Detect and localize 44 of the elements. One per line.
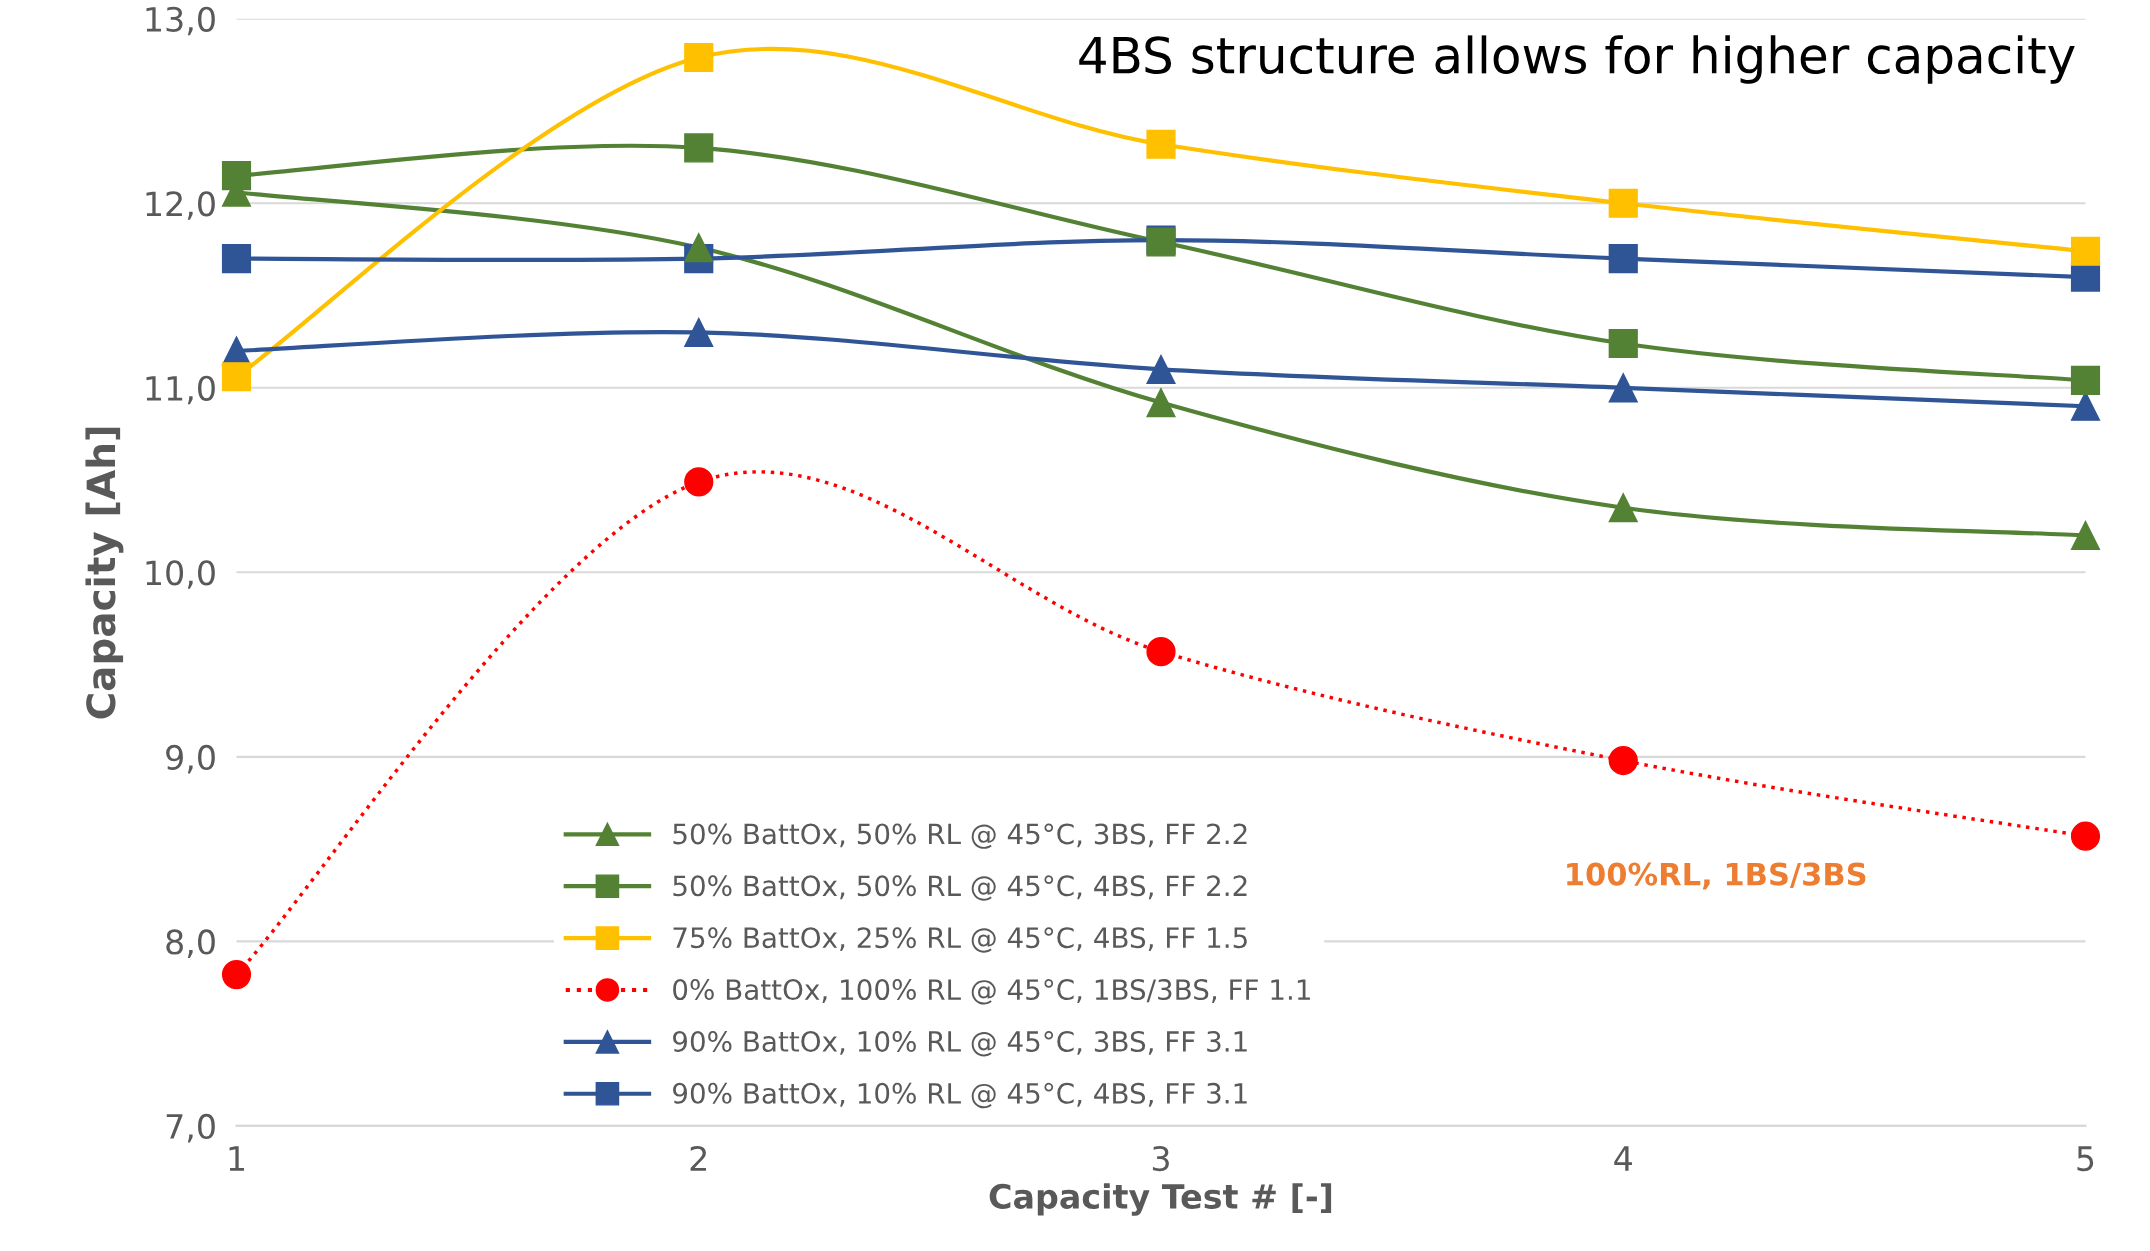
legend-label: 90% BattOx, 10% RL @ 45°C, 4BS, FF 3.1 (673, 1082, 1247, 1109)
point (2070, 821, 2101, 851)
point (684, 133, 714, 163)
x-tick-label: 4 (1614, 1146, 1632, 1171)
point (221, 244, 252, 274)
legend-label: 0% BattOx, 100% RL @ 45°C, 1BS/3BS, FF 1.1 (673, 979, 1310, 1005)
y-tick-label: 10,0 (146, 560, 215, 589)
point (2070, 236, 2101, 266)
y-axis-title: Capacity [Ah] (85, 427, 124, 719)
legend-label: 50% BattOx, 50% RL @ 45°C, 3BS, FF 2.2 (673, 823, 1247, 849)
point (1146, 387, 1176, 418)
legend-label: 75% BattOx, 25% RL @ 45°C, 4BS, FF 1.5 (673, 927, 1247, 953)
y-tick-label: 8,0 (166, 929, 215, 958)
point (1608, 493, 1638, 523)
chart-title: 4BS structure allows for higher capacity (1079, 35, 2075, 84)
x-tick-label: 2 (690, 1145, 707, 1171)
point (1146, 637, 1176, 667)
point (1608, 328, 1638, 359)
point (221, 960, 252, 990)
legend-label: 50% BattOx, 50% RL @ 45°C, 4BS, FF 2.2 (673, 875, 1247, 901)
y-tick-label: 7,0 (166, 1113, 215, 1143)
x-axis-title: Capacity Test # [-] (989, 1183, 1332, 1216)
y-tick-label: 9,0 (166, 744, 215, 774)
point (221, 362, 252, 392)
point (2070, 365, 2101, 396)
y-tick-label: 12,0 (146, 191, 215, 220)
point (1608, 373, 1638, 403)
y-tick-label: 11,0 (146, 375, 215, 405)
x-tick-label: 5 (2077, 1146, 2094, 1172)
y-tick-label: 13,0 (146, 6, 215, 36)
x-tick-label: 3 (1152, 1145, 1169, 1172)
point (2070, 520, 2101, 551)
annotation: 100%RL, 1BS/3BS (1567, 862, 1866, 890)
point (1608, 188, 1638, 218)
x-tick-label: 1 (229, 1146, 245, 1171)
point (1608, 745, 1638, 776)
legend-label: 90% BattOx, 10% RL @ 45°C, 3BS, FF 3.1 (673, 1030, 1247, 1057)
point (1146, 129, 1176, 159)
point (684, 317, 714, 348)
point (1608, 244, 1638, 274)
point (684, 232, 714, 263)
point (684, 467, 714, 497)
point (684, 42, 714, 73)
point (1146, 354, 1176, 384)
